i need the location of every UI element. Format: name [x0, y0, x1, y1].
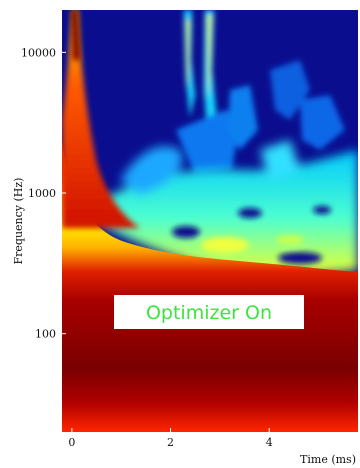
annotation-badge: Optimizer On	[114, 295, 304, 329]
x-tick-label: 0	[68, 436, 75, 449]
x-axis-label: Time (ms)	[300, 453, 356, 466]
energy-floor	[62, 140, 358, 432]
annotation-text: Optimizer On	[146, 302, 272, 324]
x-tick-label: 2	[167, 436, 174, 449]
y-tick-label: 1000	[28, 187, 56, 200]
y-tick-label: 10000	[21, 46, 56, 59]
x-tick-label: 4	[266, 436, 273, 449]
y-axis-ticks: 100 1000 10000	[21, 46, 66, 341]
impulse-spike	[62, 10, 140, 228]
y-axis-label: Frequency (Hz)	[12, 178, 25, 265]
mid-band-spots	[172, 206, 331, 264]
impulse-core	[71, 10, 80, 60]
x-axis-ticks: 0 2 4	[68, 428, 273, 449]
y-tick-label: 100	[35, 328, 56, 341]
upper-ripple-blobs	[176, 10, 345, 175]
annotation-box	[114, 295, 304, 329]
heatmap-area	[62, 10, 358, 432]
